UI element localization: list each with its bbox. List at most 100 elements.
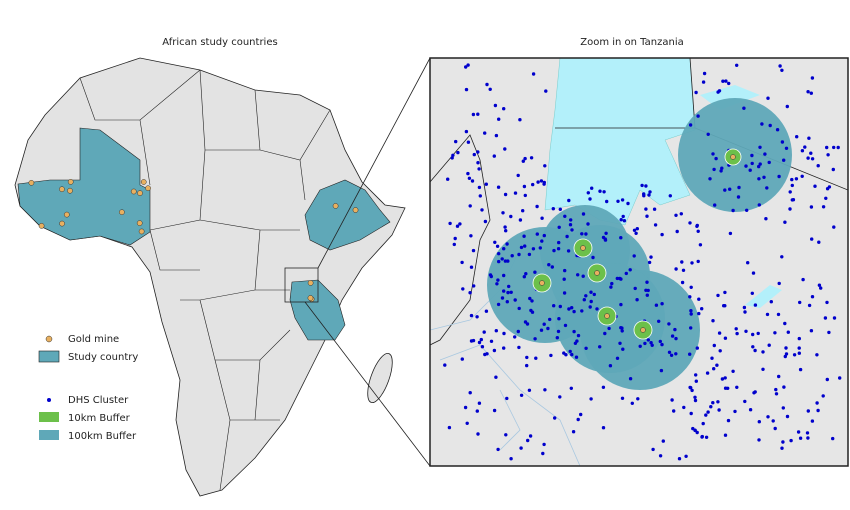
dhs-cluster [704,435,709,439]
dhs-cluster [565,234,569,239]
dhs-cluster [742,106,746,110]
dhs-cluster [558,304,562,309]
dhs-cluster [468,391,472,395]
dhs-cluster [743,310,747,314]
gold-mine [145,185,151,192]
dhs-cluster [797,336,801,341]
dhs-cluster [503,259,508,263]
dhs-cluster [766,96,770,100]
dhs-cluster [542,233,546,238]
dhs-cluster [711,152,715,156]
dhs-cluster [713,203,717,207]
dhs-cluster [589,299,593,304]
dhs-cluster [715,363,719,367]
dhs-cluster [509,457,513,461]
dhs-cluster [448,221,452,226]
dhs-cluster [720,377,725,381]
dhs-cluster [549,353,553,358]
dhs-cluster [748,408,753,412]
dhs-cluster [714,156,718,161]
dhs-cluster [573,341,578,345]
dhs-cluster [801,277,805,282]
dhs-cluster [690,261,694,265]
dhs-cluster [717,408,721,412]
dhs-cluster [580,232,584,236]
legend-label: Study country [68,352,138,363]
dhs-cluster [736,195,741,199]
dhs-cluster [792,353,797,357]
dhs-cluster [693,428,697,432]
dhs-cluster [824,196,828,200]
dhs-cluster [454,139,458,144]
dhs-cluster [615,356,620,360]
dhs-cluster [762,175,766,179]
dhs-cluster [794,177,799,181]
dhs-cluster [552,304,556,308]
dhs-cluster [689,411,693,416]
dhs-cluster [576,273,580,277]
dhs-cluster [605,199,609,204]
dhs-cluster [786,330,790,334]
dhs-cluster [777,281,781,286]
dhs-cluster [700,307,704,311]
dhs-cluster [810,157,815,161]
dhs-cluster [831,167,835,172]
dhs-cluster [816,164,820,168]
dhs-cluster [516,329,520,334]
dhs-cluster [477,185,482,190]
dhs-cluster [702,71,707,76]
dhs-cluster [505,300,509,304]
dhs-cluster [464,129,469,134]
dhs-cluster [826,153,830,157]
gold-mine [307,280,314,286]
dhs-cluster [550,265,554,269]
dhs-cluster [761,367,765,371]
dhs-cluster [782,158,786,162]
dhs-cluster [644,288,648,292]
dhs-cluster [689,285,693,289]
dhs-cluster [531,72,536,76]
dhs-cluster [525,363,529,368]
dhs-cluster [758,145,762,149]
dhs-cluster [552,248,556,253]
dhs-cluster [472,284,476,288]
dhs-cluster [661,439,665,443]
right-title: Zoom in on Tanzania [580,37,683,48]
dhs-cluster [492,408,497,413]
dhs-cluster [648,190,652,194]
dhs-cluster [615,276,619,281]
dhs-cluster [509,290,513,294]
dhs-cluster [568,349,572,354]
dhs-cluster [735,385,739,389]
dhs-cluster [480,345,485,349]
gold-mine [67,179,74,185]
legend-symbol [45,335,53,343]
dhs-cluster [588,197,592,201]
gold-mine [28,179,35,186]
dhs-cluster [479,337,483,342]
dhs-cluster [543,388,547,392]
dhs-cluster [681,268,686,272]
dhs-cluster [542,322,546,326]
dhs-cluster [621,347,625,351]
zoom-line [317,57,431,269]
dhs-cluster [502,289,506,293]
dhs-cluster [688,295,692,299]
africa-map [14,57,431,497]
gold-mines-zoom [539,154,736,333]
dhs-cluster [790,183,794,188]
dhs-cluster [744,329,748,333]
dhs-cluster [788,207,792,211]
legend-label: DHS Cluster [68,395,129,406]
dhs-cluster [805,431,810,435]
dhs-cluster [500,296,505,300]
dhs-cluster [595,307,599,311]
dhs-cluster [695,224,699,228]
dhs-cluster [838,376,842,380]
gold-mine [138,228,145,235]
dhs-cluster [815,353,819,357]
dhs-cluster [693,395,697,399]
dhs-cluster [536,180,540,184]
dhs-cluster [478,194,482,198]
dhs-cluster [570,306,574,310]
